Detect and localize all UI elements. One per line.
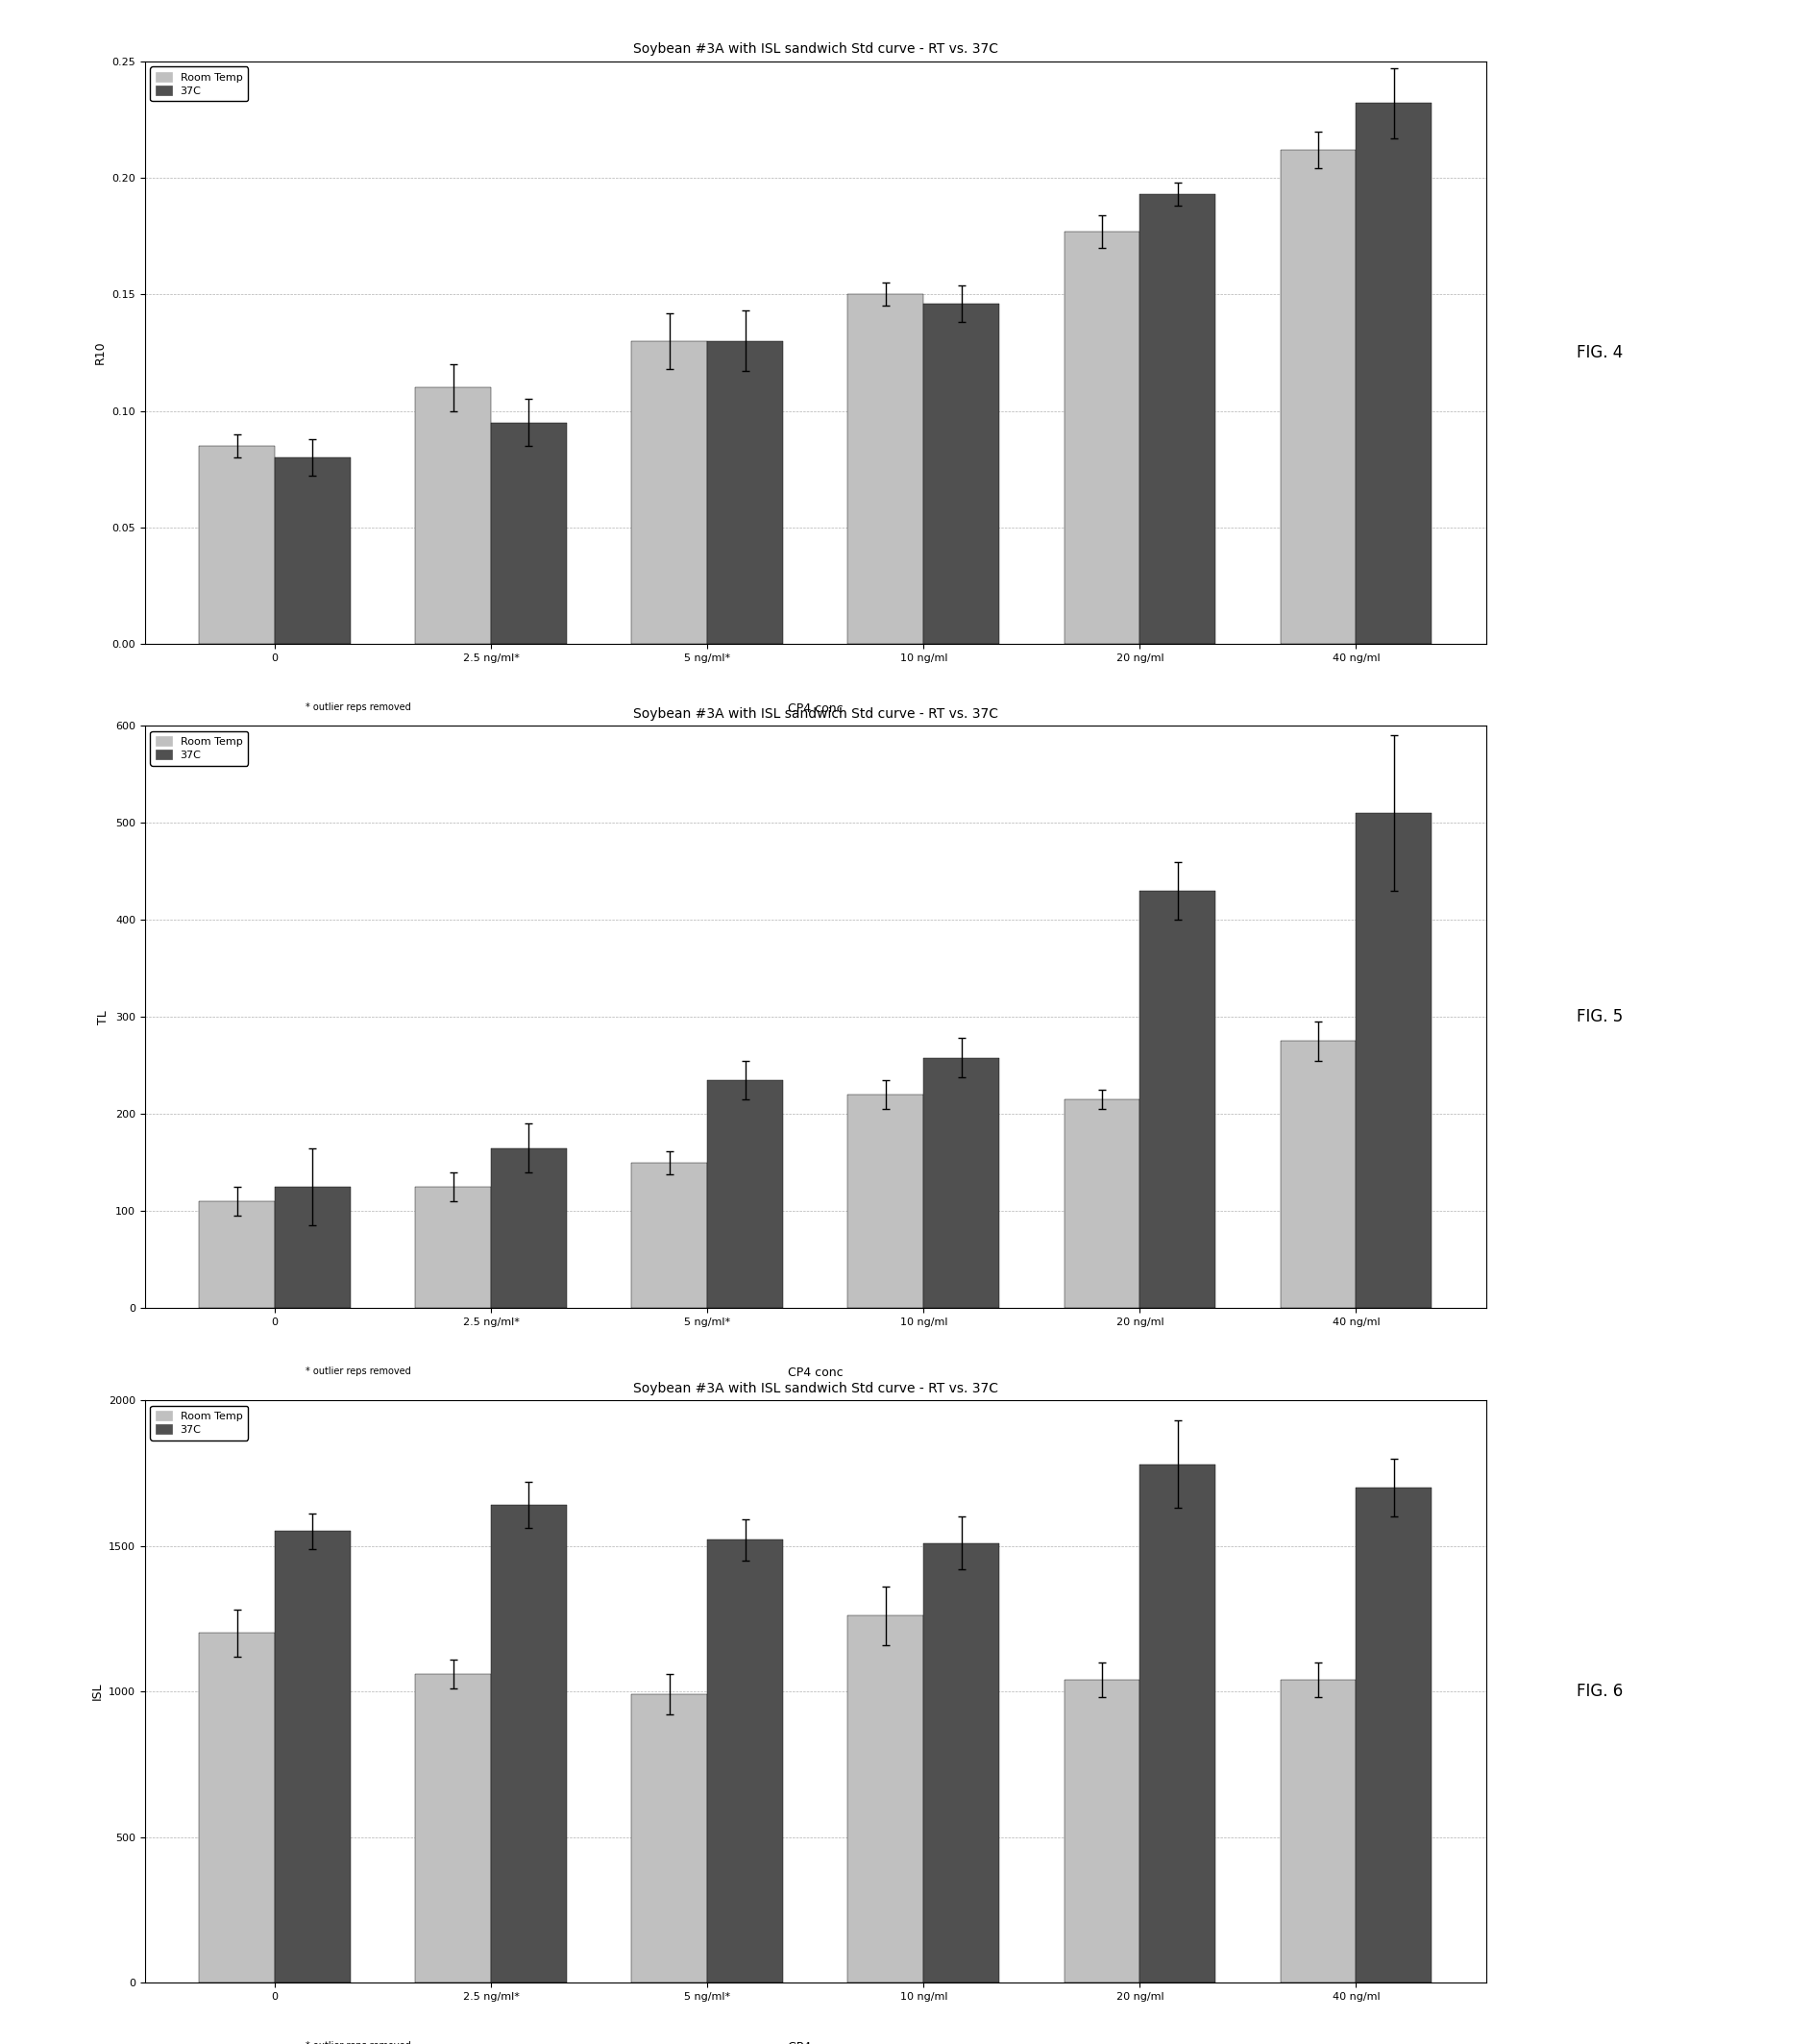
Bar (275, 458, 350, 644)
Bar (415, 388, 491, 644)
Bar (924, 1057, 998, 1308)
Bar (632, 1694, 707, 1983)
Bar (707, 1539, 783, 1983)
Bar (199, 1202, 275, 1308)
Title: Soybean #3A with ISL sandwich Std curve - RT vs. 37C: Soybean #3A with ISL sandwich Std curve … (632, 1382, 998, 1394)
Bar (707, 341, 783, 644)
Legend: Room Temp, 37C: Room Temp, 37C (150, 67, 248, 102)
Bar (924, 1543, 998, 1983)
Text: FIG. 5: FIG. 5 (1576, 1008, 1624, 1026)
Legend: Room Temp, 37C: Room Temp, 37C (150, 732, 248, 766)
Text: FIG. 6: FIG. 6 (1576, 1682, 1624, 1701)
Bar (848, 1096, 924, 1308)
Title: Soybean #3A with ISL sandwich Std curve - RT vs. 37C: Soybean #3A with ISL sandwich Std curve … (632, 43, 998, 55)
Y-axis label: TL: TL (98, 1010, 111, 1024)
Y-axis label: ISL: ISL (91, 1682, 103, 1701)
Bar (1281, 1680, 1355, 1983)
Text: CP4 conc: CP4 conc (788, 703, 843, 715)
Y-axis label: R10: R10 (94, 341, 107, 364)
Bar (1281, 1040, 1355, 1308)
Bar (632, 1163, 707, 1308)
Bar (1140, 891, 1216, 1308)
Bar (707, 1079, 783, 1308)
Text: CP4 conc: CP4 conc (788, 1367, 843, 1380)
Bar (275, 1188, 350, 1308)
Bar (848, 1615, 924, 1983)
Bar (632, 341, 707, 644)
Text: CP4 conc: CP4 conc (788, 2040, 843, 2044)
Bar (415, 1674, 491, 1983)
Bar (1140, 194, 1216, 644)
Text: FIG. 4: FIG. 4 (1576, 343, 1624, 362)
Bar (199, 446, 275, 644)
Bar (1355, 104, 1431, 644)
Bar (275, 1531, 350, 1983)
Bar (491, 1504, 567, 1983)
Bar (491, 423, 567, 644)
Title: Soybean #3A with ISL sandwich Std curve - RT vs. 37C: Soybean #3A with ISL sandwich Std curve … (632, 707, 998, 719)
Text: * outlier reps removed: * outlier reps removed (306, 1367, 411, 1376)
Bar (1064, 231, 1140, 644)
Bar (415, 1188, 491, 1308)
Bar (1355, 814, 1431, 1308)
Bar (924, 305, 998, 644)
Bar (1355, 1488, 1431, 1983)
Bar (199, 1633, 275, 1983)
Bar (1281, 149, 1355, 644)
Text: * outlier reps removed: * outlier reps removed (306, 703, 411, 711)
Bar (1064, 1680, 1140, 1983)
Bar (848, 294, 924, 644)
Text: * outlier reps removed: * outlier reps removed (306, 2040, 411, 2044)
Bar (491, 1149, 567, 1308)
Legend: Room Temp, 37C: Room Temp, 37C (150, 1406, 248, 1441)
Bar (1064, 1100, 1140, 1308)
Bar (1140, 1464, 1216, 1983)
